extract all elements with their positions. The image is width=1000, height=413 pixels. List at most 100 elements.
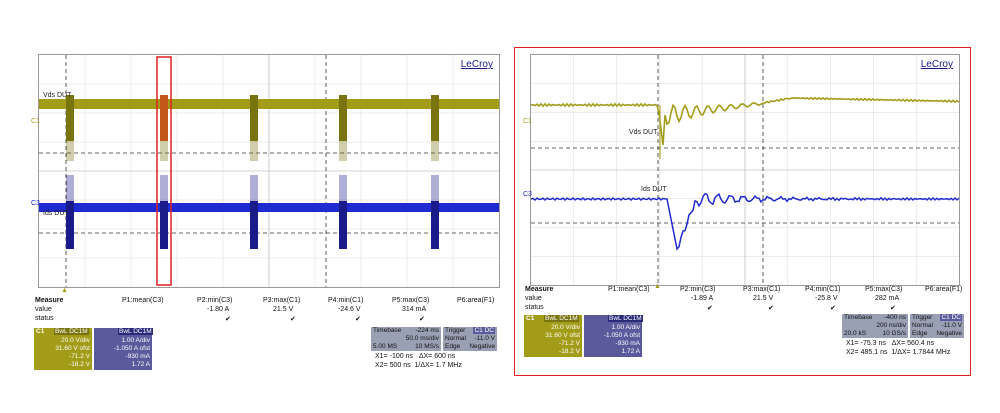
left-c1-vdiv: 20.0 V/div xyxy=(61,337,90,344)
right-c1-cursor-2: -18.2 V xyxy=(559,348,580,355)
right-c3-cursor-2: 1.72 A xyxy=(621,348,640,355)
right-timebase-offset: -400 ns xyxy=(884,314,906,321)
right-measure-col-1[interactable]: P1:mean(C3) xyxy=(608,286,650,293)
right-trigger-mode: Normal xyxy=(912,322,933,329)
right-c3-offset: -1.050 A ofst xyxy=(603,332,640,339)
right-trigger-badge: C1 DC xyxy=(940,314,962,321)
right-highlight-frame xyxy=(514,47,971,376)
right-c1-badge: BwL DC1M xyxy=(544,315,579,322)
left-ids-trace xyxy=(39,203,499,212)
left-measure-col-4[interactable]: P4:min(C1) xyxy=(328,297,364,304)
right-waveform-svg xyxy=(531,55,959,285)
right-measure-col-6[interactable]: P6:area(F1) xyxy=(925,286,963,293)
right-ids-label: Ids DUT xyxy=(641,186,667,193)
left-lecroy-logo: LeCroy xyxy=(460,59,493,70)
left-trigger-type: Edge xyxy=(445,343,461,350)
right-waveform-grid[interactable]: LeCroy Vds DUT Ids DUT C1 C3 xyxy=(523,54,960,286)
left-vds-label: Vds DUT xyxy=(43,92,72,99)
left-c1-title: C1 xyxy=(36,328,45,335)
right-measure-col-5[interactable]: P5:max(C3) xyxy=(865,286,903,293)
right-measure-value-4: -25.8 V xyxy=(815,295,838,302)
right-trigger-title: Trigger xyxy=(912,314,933,321)
right-c1-marker: C1 xyxy=(523,118,532,125)
right-timebase-rate: 10 GS/s xyxy=(882,330,906,337)
right-timebase-title: Timebase xyxy=(844,314,873,321)
right-measure-col-3[interactable]: P3:max(C1) xyxy=(743,286,781,293)
right-vds-label: Vds DUT xyxy=(629,129,658,136)
left-waveform-grid[interactable]: LeCroy Vds DUT Ids DUT C1 C3 xyxy=(31,54,500,288)
right-measure-status-label: status xyxy=(525,304,544,311)
left-vds-trace xyxy=(39,99,499,109)
right-trigger-slope: Negative xyxy=(936,330,962,337)
left-measure-value-label: value xyxy=(35,306,52,313)
right-status-check-icon: ✔ xyxy=(768,305,774,312)
left-c1-badge: BwL DC1M xyxy=(54,328,89,335)
left-waveform-svg xyxy=(39,55,499,287)
left-measure-col-1[interactable]: P1:mean(C3) xyxy=(122,297,164,304)
right-cursor-readout-2: X2= 485.1 ns 1/ΔX= 1.7844 MHz xyxy=(846,349,951,356)
right-c3-channel-box[interactable]: BwL DC1M 1.00 A/div -1.050 A ofst -930 m… xyxy=(584,315,643,357)
right-ids-trace xyxy=(531,192,959,251)
left-measure-value-5: 314 mA xyxy=(402,306,427,313)
left-measure-col-2[interactable]: P2:min(C3) xyxy=(197,297,233,304)
left-measure-table: Measure P1:mean(C3) P2:min(C3) P3:max(C1… xyxy=(35,297,500,327)
left-ids-burst xyxy=(431,201,439,249)
left-status-check-icon: ✔ xyxy=(419,316,425,323)
right-measure-col-4[interactable]: P4:min(C1) xyxy=(805,286,841,293)
left-measure-col-6[interactable]: P6:area(F1) xyxy=(457,297,495,304)
right-trigger-level: -11.0 V xyxy=(941,322,962,329)
left-ids-burst xyxy=(160,201,168,249)
right-c1-vdiv: 20.0 V/div xyxy=(551,324,580,331)
left-trigger-box[interactable]: Trigger C1 DC Normal -11.0 V Edge Negati… xyxy=(443,327,497,351)
left-measure-status-label: status xyxy=(35,315,54,322)
left-c3-channel-box[interactable]: BwL DC1M 1.00 A/div -1.050 A ofst -930 m… xyxy=(94,328,153,370)
left-ids-burst xyxy=(250,201,258,249)
right-measure-value-3: 21.5 V xyxy=(753,295,774,302)
left-status-check-icon: ✔ xyxy=(290,316,296,323)
right-c1-channel-box[interactable]: C1 BwL DC1M 20.0 V/div 31.60 V ofst -71.… xyxy=(524,315,582,357)
left-c1-cursor-1: -71.2 V xyxy=(69,353,90,360)
left-trigger-level: -11.0 V xyxy=(474,335,495,342)
left-c3-cursor-2: 1.72 A xyxy=(131,361,150,368)
left-measure-value-2: -1.80 A xyxy=(207,306,230,313)
left-trigger-title: Trigger xyxy=(445,327,466,334)
left-status-check-icon: ✔ xyxy=(355,316,361,323)
left-timebase-title: Timebase xyxy=(373,327,402,334)
left-measure-value-4: -24.6 V xyxy=(338,306,361,313)
left-measure-col-3[interactable]: P3:max(C1) xyxy=(263,297,301,304)
left-c3-badge: BwL DC1M xyxy=(118,328,153,335)
left-timebase-box[interactable]: Timebase -224 ms 50.0 ms/div 5.00 MS 10 … xyxy=(371,327,441,351)
right-timebase-samples: 20.0 kS xyxy=(844,330,867,337)
left-vds-burst xyxy=(431,95,439,141)
left-cursor-readout-2: X2= 500 ns 1/ΔX= 1.7 MHz xyxy=(375,362,462,369)
left-c3-cursor-1: -930 mA xyxy=(125,353,150,360)
left-status-check-icon: ✔ xyxy=(225,316,231,323)
left-ids-burst xyxy=(66,201,74,249)
left-measure-col-5[interactable]: P5:max(C3) xyxy=(392,297,430,304)
right-scope-screen: LeCroy Vds DUT Ids DUT C1 C3 ▲ Measure P… xyxy=(520,0,970,413)
right-timebase-box[interactable]: Timebase -400 ns 200 ns/div 20.0 kS 10 G… xyxy=(842,314,908,338)
left-ids-label: Ids DUT xyxy=(43,210,69,217)
right-c3-badge: BwL DC1M xyxy=(608,315,643,322)
left-c1-channel-box[interactable]: C1 BwL DC1M 20.0 V/div 31.60 V ofst -71.… xyxy=(34,328,92,370)
left-c1-cursor-2: -18.2 V xyxy=(69,361,90,368)
right-measure-title: Measure xyxy=(525,286,554,293)
left-timebase-samples: 5.00 MS xyxy=(373,343,398,350)
left-c3-marker: C3 xyxy=(31,200,40,207)
left-trigger-mode: Normal xyxy=(445,335,466,342)
right-trigger-type: Edge xyxy=(912,330,928,337)
left-c1-marker: C1 xyxy=(31,118,40,125)
left-ids-burst xyxy=(339,201,347,249)
right-c3-marker: C3 xyxy=(523,191,532,198)
left-trigger-slope: Negative xyxy=(469,343,495,350)
right-lecroy-logo: LeCroy xyxy=(920,59,953,70)
left-measure-value-3: 21.5 V xyxy=(273,306,294,313)
right-measure-value-2: -1.89 A xyxy=(691,295,714,302)
right-measure-col-2[interactable]: P2:min(C3) xyxy=(680,286,716,293)
right-trigger-box[interactable]: Trigger C1 DC Normal -11.0 V Edge Negati… xyxy=(910,314,964,338)
right-status-check-icon: ✔ xyxy=(830,305,836,312)
right-measure-value-label: value xyxy=(525,295,542,302)
left-burst-highlight xyxy=(156,56,172,286)
left-highlighted-burst xyxy=(160,95,168,141)
right-c3-adiv: 1.00 A/div xyxy=(611,324,640,331)
